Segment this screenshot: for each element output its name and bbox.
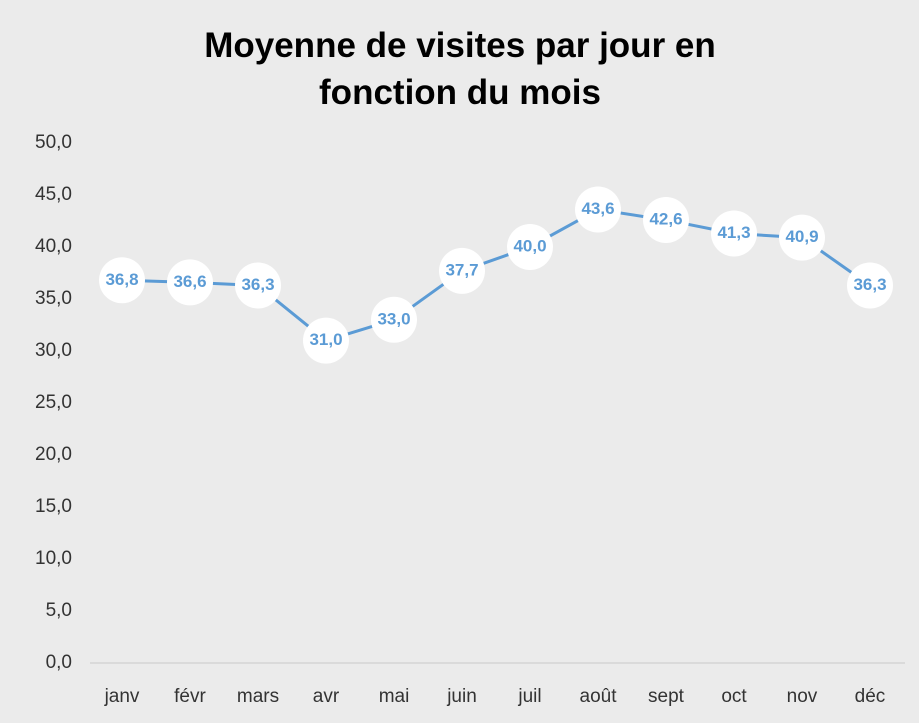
- label-bubble: [303, 317, 349, 364]
- label-bubble: [235, 262, 281, 309]
- x-tick-label: mai: [379, 686, 410, 707]
- data-label: 42,6: [649, 209, 682, 228]
- x-tick-label: févr: [174, 686, 206, 707]
- label-bubble: [643, 196, 689, 243]
- data-label: 37,7: [445, 260, 478, 279]
- data-label: 40,9: [785, 227, 818, 246]
- label-bubble: [99, 257, 145, 304]
- label-bubble: [711, 210, 757, 257]
- x-tick-label: janv: [104, 686, 140, 707]
- y-tick-label: 0,0: [46, 652, 72, 673]
- y-tick-label: 30,0: [35, 340, 72, 361]
- data-label: 43,6: [581, 199, 614, 218]
- data-label: 36,3: [853, 275, 886, 294]
- y-tick-label: 25,0: [35, 392, 72, 413]
- label-bubble: [847, 262, 893, 309]
- x-tick-label: août: [580, 686, 618, 707]
- y-tick-label: 15,0: [35, 496, 72, 517]
- x-tick-label: avr: [313, 686, 340, 707]
- y-tick-label: 35,0: [35, 288, 72, 309]
- line: [121, 208, 871, 343]
- x-tick-label: nov: [787, 686, 818, 707]
- label-bubble: [575, 186, 621, 233]
- label-bubble: [779, 214, 825, 261]
- chart-title: Moyenne de visites par jour en fonction …: [204, 26, 716, 112]
- data-label: 36,6: [173, 272, 206, 291]
- data-label: 36,8: [105, 270, 138, 289]
- x-tick-label: déc: [855, 686, 886, 707]
- y-tick-label: 5,0: [46, 600, 72, 621]
- x-tick-label: juil: [517, 686, 541, 707]
- y-tick-label: 50,0: [35, 132, 72, 153]
- y-tick-label: 40,0: [35, 236, 72, 257]
- label-bubble: [167, 259, 213, 306]
- y-tick-label: 10,0: [35, 548, 72, 569]
- label-bubble: [439, 247, 485, 294]
- x-tick-label: oct: [721, 686, 747, 707]
- x-tick-label: sept: [648, 686, 685, 707]
- x-tick-label: juin: [446, 686, 477, 707]
- data-label: 41,3: [717, 223, 750, 242]
- label-bubble: [507, 224, 553, 270]
- data-label: 31,0: [309, 330, 342, 349]
- data-label: 33,0: [377, 309, 410, 328]
- data-label: 36,3: [241, 275, 274, 294]
- y-tick-label: 20,0: [35, 444, 72, 465]
- y-tick-label: 45,0: [35, 184, 72, 205]
- x-tick-label: mars: [237, 686, 279, 707]
- data-label: 40,0: [513, 236, 546, 255]
- label-bubble: [371, 296, 417, 343]
